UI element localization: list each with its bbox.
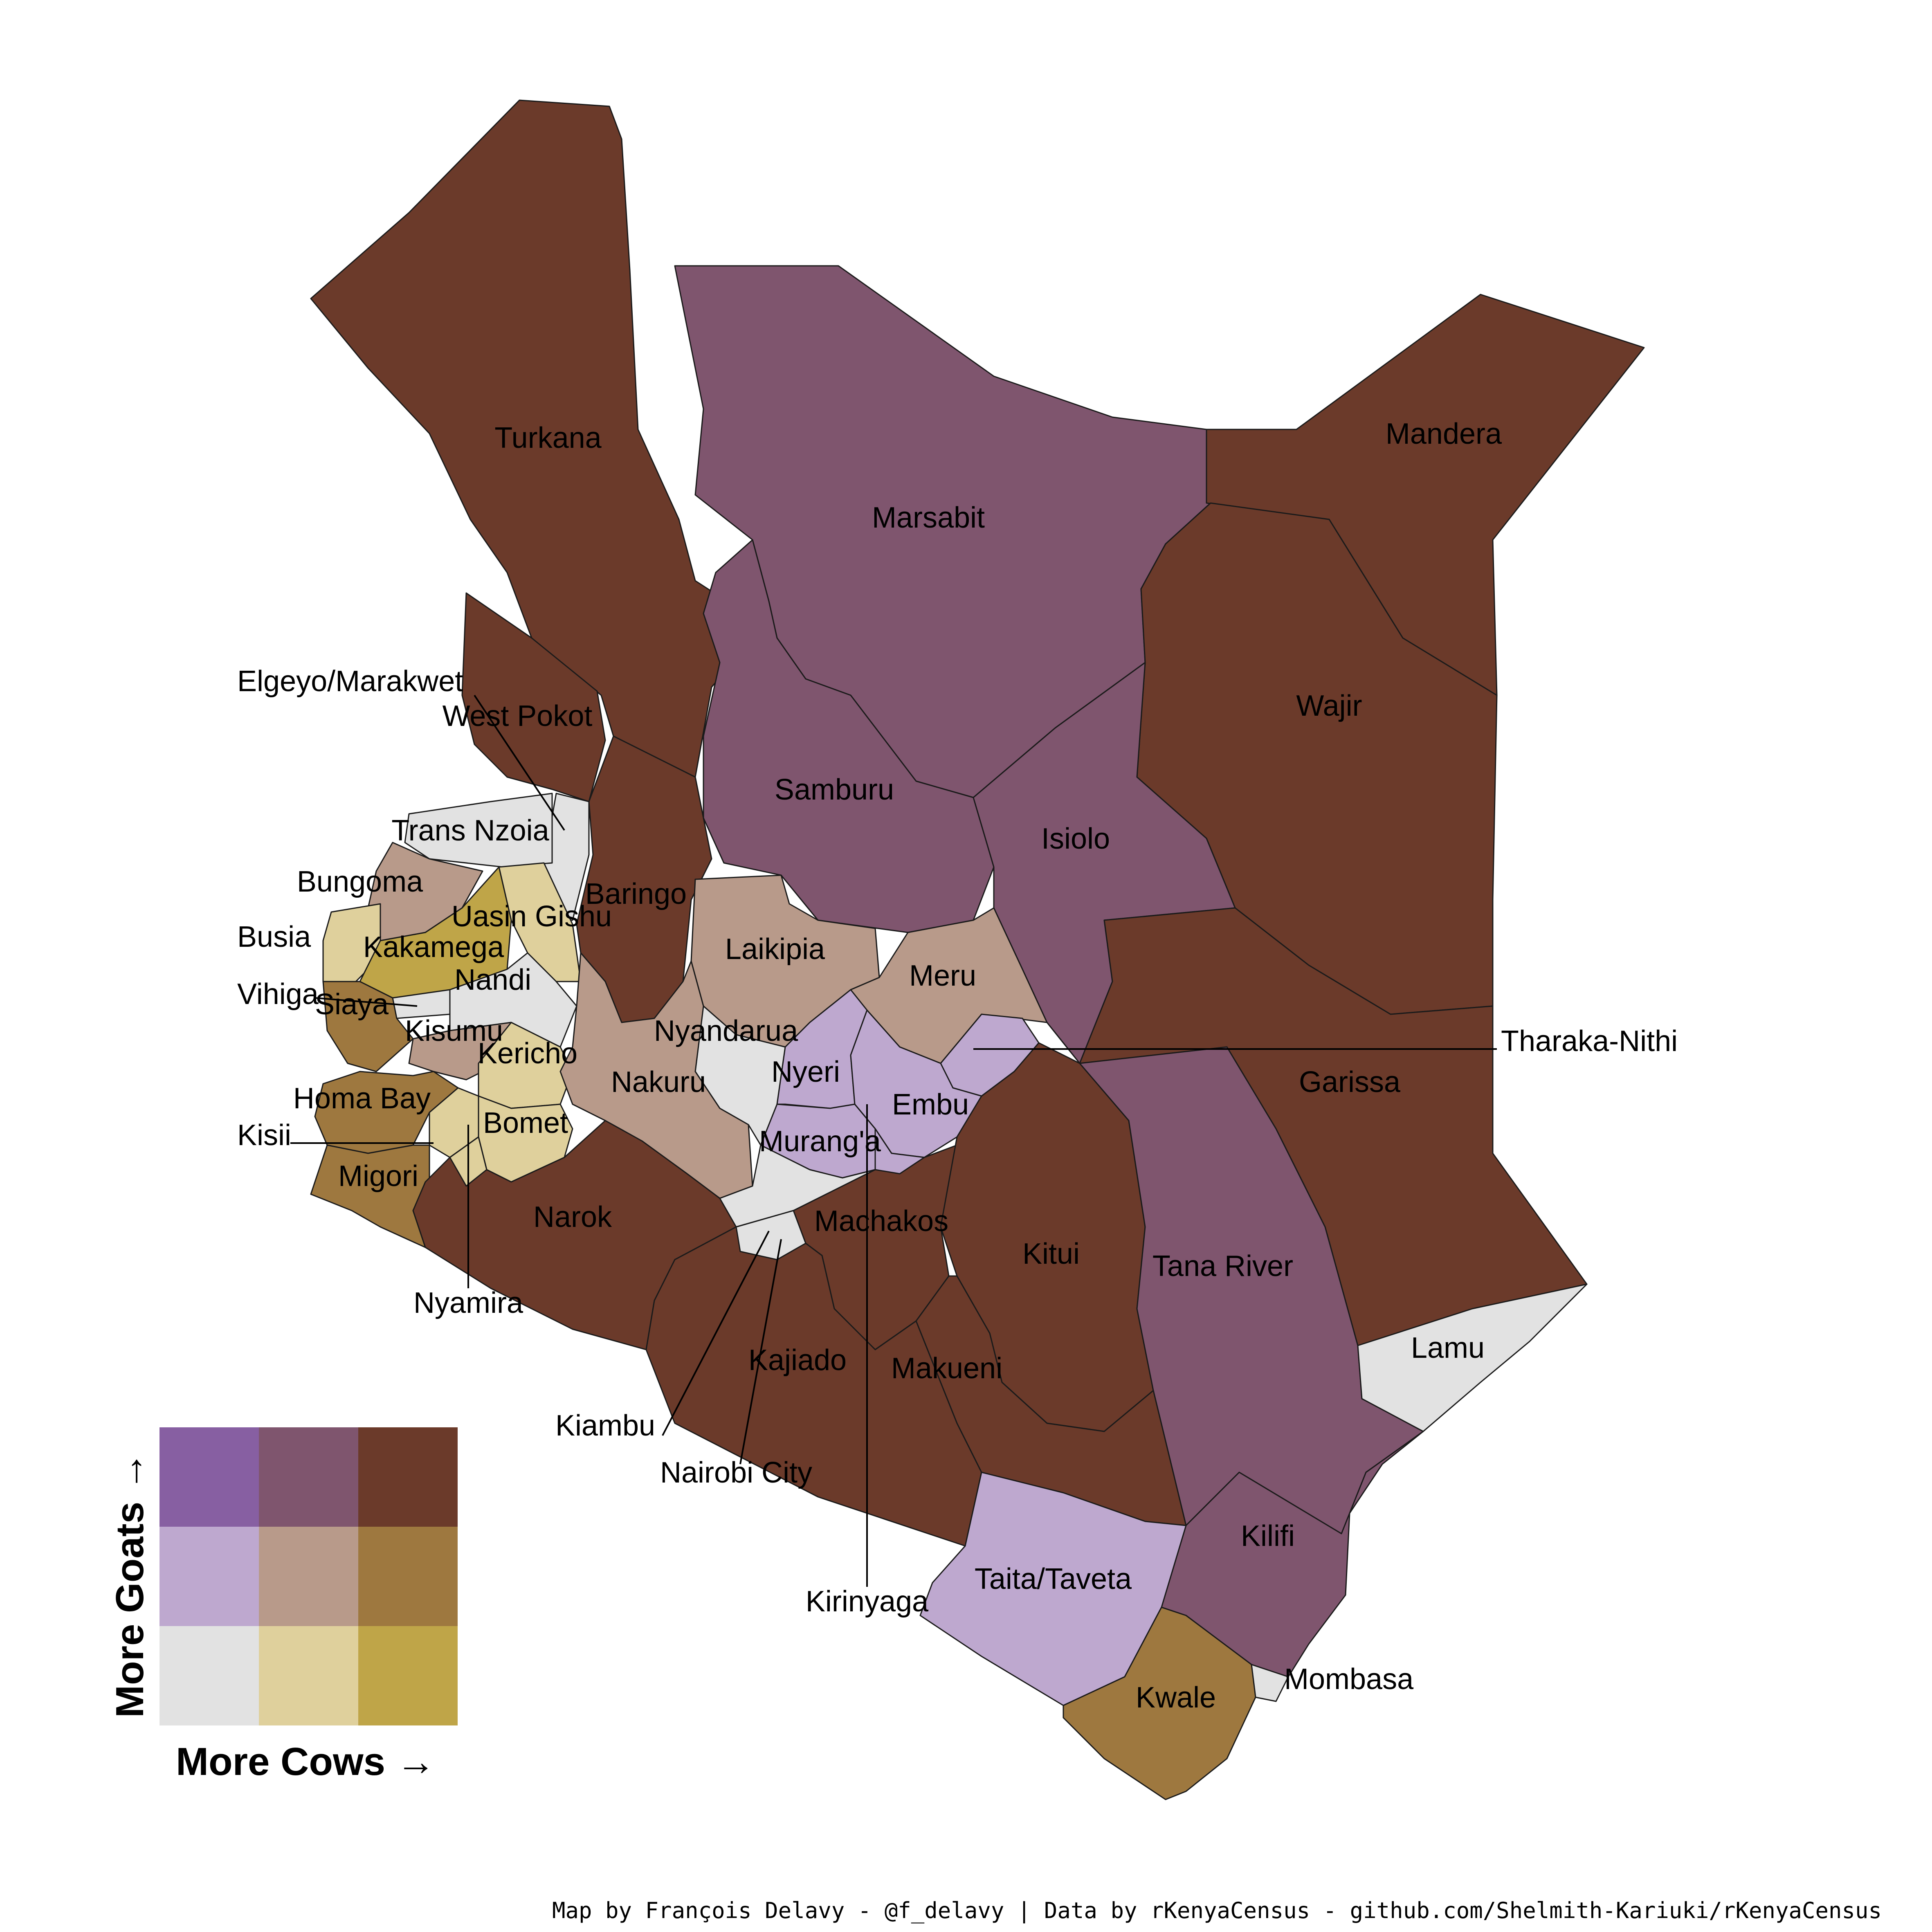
label-nandi: Nandi [454,964,531,996]
label-lamu: Lamu [1411,1332,1485,1364]
label-marsabit: Marsabit [872,501,985,534]
legend-cell-hl [160,1427,259,1527]
label-bungoma: Bungoma [297,865,423,898]
label-taita-taveta: Taita/Taveta [975,1563,1132,1595]
map-credit: Map by François Delavy - @f_delavy | Dat… [552,1898,1882,1923]
label-west-pokot: West Pokot [443,700,593,732]
label-turkana: Turkana [494,422,602,454]
county-nakuru [559,952,753,1199]
label-kitui: Kitui [1022,1238,1080,1270]
label-nairobi-city: Nairobi City [660,1456,812,1489]
legend-cell-lm [259,1626,358,1725]
county-regions [310,99,1645,1800]
label-kakamega: Kakamega [363,931,504,964]
label-kilifi: Kilifi [1241,1520,1295,1552]
label-nyandarua: Nyandarua [654,1015,798,1047]
label-nyamira: Nyamira [413,1287,523,1319]
label-kirinyaga: Kirinyaga [806,1585,929,1618]
label-kajiado: Kajiado [748,1344,847,1377]
label-kiambu: Kiambu [555,1409,655,1442]
label-leader-lines [290,694,1497,1587]
county-nairobi-city [735,1210,806,1260]
legend-cell-ll [160,1626,259,1725]
county-labels: Turkana Marsabit Mandera Wajir Samburu Isiolo… [237,418,1678,1714]
county-west-pokot [461,592,606,802]
label-narok: Narok [533,1201,612,1233]
label-nyeri: Nyeri [771,1056,840,1088]
label-kisumu: Kisumu [405,1015,503,1047]
label-trans-nzoia: Trans Nzoia [391,814,549,847]
label-tharaka-nithi: Tharaka-Nithi [1501,1025,1678,1058]
leader-kiambu [662,1231,770,1436]
county-kirinyaga [874,1128,925,1175]
label-laikipia: Laikipia [725,933,825,966]
label-kwale: Kwale [1136,1681,1216,1714]
leader-vihiga [315,997,418,1007]
label-embu: Embu [892,1088,969,1121]
label-kisii: Kisii [237,1119,291,1152]
label-bomet: Bomet [483,1107,568,1139]
label-vihiga: Vihiga [237,978,319,1011]
label-isiolo: Isiolo [1041,822,1110,855]
label-machakos: Machakos [814,1205,948,1238]
label-tana-river: Tana River [1152,1250,1293,1283]
label-garissa: Garissa [1299,1066,1401,1099]
county-lamu [1357,1283,1588,1432]
legend-y-label: More Goats → [108,1451,152,1718]
county-makueni [915,1275,1187,1526]
leader-elgeyo-marakwet [474,694,565,831]
label-kericho: Kericho [478,1037,577,1070]
legend-cell-lh [358,1626,458,1725]
label-nakuru: Nakuru [611,1066,706,1099]
label-uasin-gishu: Uasin Gishu [452,900,612,933]
county-kwale [1063,1606,1256,1800]
legend-cell-mm [259,1527,358,1626]
label-migori: Migori [338,1160,418,1193]
legend-cell-hm [259,1427,358,1527]
label-elgeyo-marakwet: Elgeyo/Marakwet [237,665,463,698]
leader-nairobi-city [739,1239,782,1465]
label-mombasa: Mombasa [1284,1663,1414,1696]
county-uasin-gishu [498,862,582,982]
label-busia: Busia [237,921,311,953]
legend-cell-mh [358,1527,458,1626]
legend-x-label: More Cows → [176,1740,436,1784]
bivariate-legend: More Goats → More Cows → [108,1427,458,1784]
label-baringo: Baringo [585,878,687,910]
county-kajiado [645,1210,982,1547]
label-wajir: Wajir [1296,690,1362,722]
label-samburu: Samburu [775,773,894,806]
label-siaya: Siaya [315,988,389,1021]
label-mandera: Mandera [1386,418,1502,450]
legend-cell-ml [160,1527,259,1626]
label-homa-bay: Homa Bay [293,1082,431,1115]
label-murang-a: Murang'a [759,1125,881,1158]
label-makueni: Makueni [891,1352,1002,1385]
label-meru: Meru [909,959,976,992]
legend-cell-hh [358,1427,458,1527]
